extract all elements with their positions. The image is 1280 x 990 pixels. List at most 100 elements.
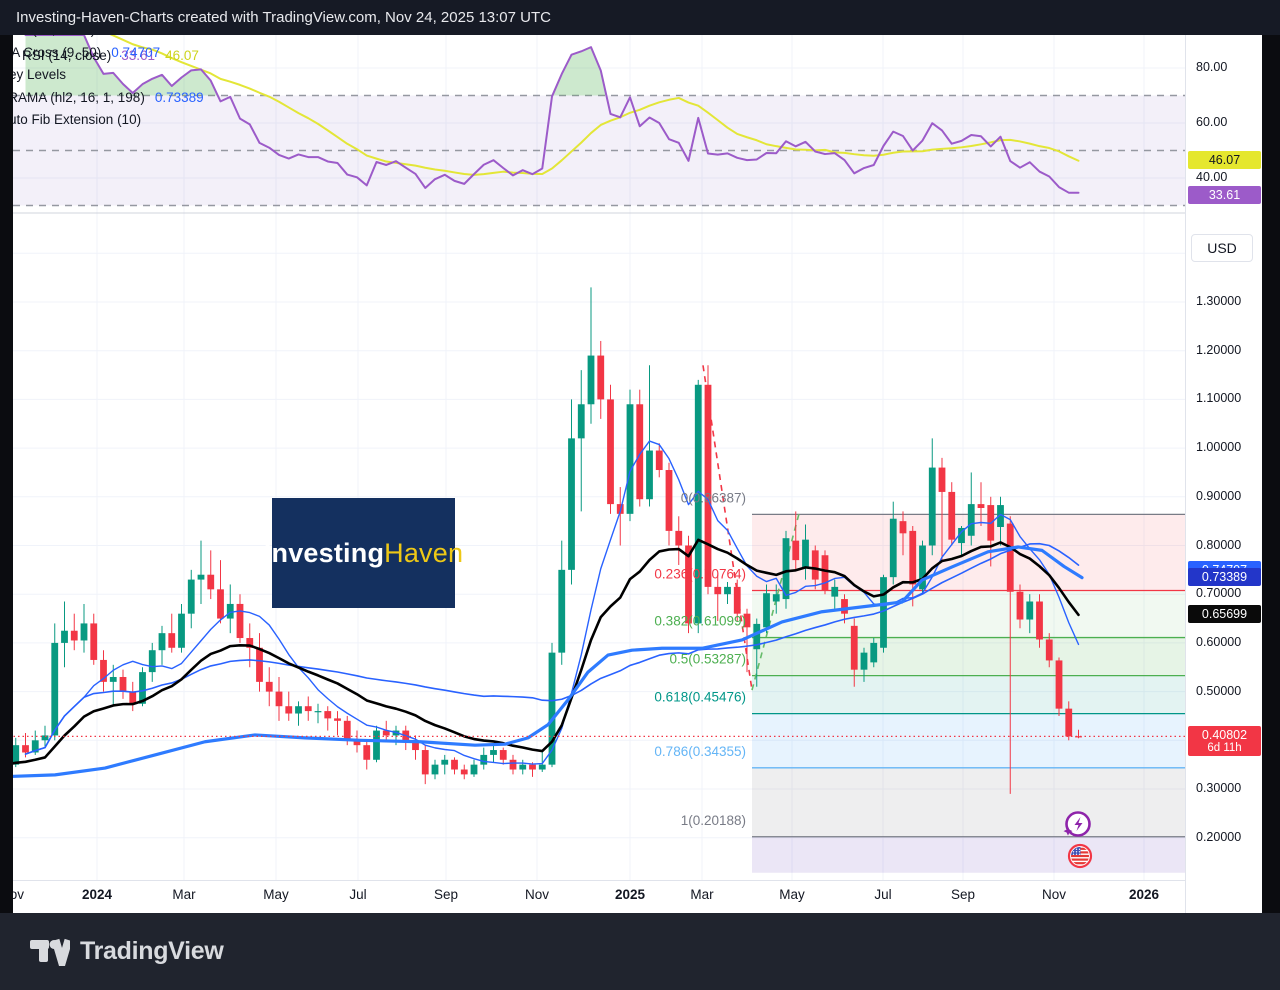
axis-tick: 1.10000 [1196, 391, 1242, 406]
candle [129, 681, 137, 712]
candle [743, 608, 751, 673]
time-axis[interactable]: Nov2024MarMayJulSepNov2025MarMayJulSepNo… [0, 880, 1185, 913]
candle [948, 482, 956, 546]
candle [597, 340, 605, 419]
candle [1006, 516, 1014, 794]
ema20-line [4, 538, 1080, 766]
candle [61, 601, 68, 668]
fib-band [752, 590, 1185, 638]
candle [451, 757, 458, 775]
candle [119, 669, 127, 699]
candle [256, 633, 263, 692]
candle [685, 535, 692, 634]
candle [831, 579, 839, 609]
chart-title: Investing-Haven-Charts created with Trad… [16, 9, 551, 26]
candle [490, 745, 497, 763]
ma-fast-line [24, 440, 1080, 765]
candle [178, 603, 185, 653]
candle [168, 613, 176, 653]
watermark-part1: Investing [263, 537, 385, 568]
bottom-brand-bar: TradingView [0, 913, 1280, 990]
axis-tick: 0.70000 [1196, 586, 1242, 601]
candle [997, 496, 1004, 546]
rsi-overbought-fill [25, 35, 218, 96]
investinghaven-watermark: Investing Haven [264, 498, 463, 608]
candle [217, 560, 224, 624]
price-chart-canvas[interactable]: 0(0.86387) 0.236(0.70764) 0.382(0.61099) 0.… [0, 35, 1185, 913]
candle [187, 569, 195, 629]
candle [821, 550, 829, 595]
candle [460, 764, 468, 780]
axis-tick: 60.00 [1196, 115, 1228, 129]
time-axis-label: Sep [950, 887, 976, 902]
candle [334, 711, 341, 736]
indicator-row[interactable]: FRAMA (hl2, 16, 1, 198) 0.73389 [0, 90, 204, 105]
candle [919, 540, 926, 595]
candle [226, 584, 234, 634]
candle [958, 526, 965, 556]
currency-toggle-button[interactable]: USD [1191, 234, 1253, 262]
time-axis-label: Jul [349, 887, 367, 902]
candle [938, 457, 946, 563]
candle [100, 650, 107, 692]
fib-level-label: 0.5(0.53287) [669, 652, 746, 667]
us-flag-event-icon[interactable] [1067, 843, 1093, 869]
indicator-row[interactable]: Key Levels [0, 67, 66, 82]
candle [470, 759, 478, 777]
lightning-event-icon[interactable] [1063, 811, 1091, 837]
candle [928, 438, 936, 556]
candle [109, 664, 117, 707]
candle [694, 379, 702, 634]
fib-band [752, 767, 1185, 837]
current-price-badge: 0.40802 6d 11h [1188, 726, 1261, 757]
time-axis-label: Mar [690, 887, 714, 902]
candle [421, 745, 429, 785]
fib-level-label: 0.618(0.45476) [654, 690, 746, 705]
left-edge-strip [0, 35, 13, 913]
candle [1016, 584, 1024, 629]
candle [1026, 594, 1034, 634]
candle [197, 540, 205, 604]
axis-tick: 0.30000 [1196, 781, 1242, 795]
candle [899, 511, 907, 556]
candle [967, 472, 975, 546]
candle [90, 613, 98, 665]
candle [499, 747, 507, 765]
indicator-row[interactable]: MA Cross (9, 50) 0.74707 [0, 45, 160, 60]
candle [548, 642, 556, 768]
candle [792, 511, 800, 570]
axis-tick: 0.50000 [1196, 683, 1242, 698]
chart-title-bar: Investing-Haven-Charts created with Trad… [0, 0, 1280, 35]
candle [870, 638, 878, 668]
candle [158, 625, 166, 665]
frama-line [0, 545, 1084, 779]
candle [587, 287, 595, 424]
rsi-axis-badge: 33.61 [1188, 185, 1261, 204]
candle [646, 365, 653, 507]
candle [441, 754, 449, 775]
axis-tick: 1.30000 [1196, 294, 1242, 308]
candle [577, 370, 585, 512]
fib-band [752, 637, 1185, 676]
fib-level-label: 0.382(0.61099) [654, 614, 746, 629]
candle [772, 584, 780, 614]
candle [763, 584, 770, 634]
time-axis-label: May [779, 887, 805, 902]
candle [480, 747, 488, 770]
candle [509, 754, 517, 775]
tradingview-brand-text: TradingView [80, 937, 224, 965]
fib-band [752, 836, 1185, 873]
candle [909, 526, 917, 607]
time-axis-label: May [263, 887, 289, 902]
rsi-indicator-name: RSI (14, close) [22, 48, 112, 63]
rsi-axis-badge: 46.07 [1188, 151, 1261, 170]
time-axis-label: Jul [874, 887, 892, 902]
indicator-row[interactable]: Auto Fib Extension (10) [0, 112, 141, 127]
candle [304, 696, 312, 721]
candle [295, 701, 302, 726]
indicator-name: Auto Fib Extension (10) [0, 112, 142, 127]
time-axis-label: Sep [433, 887, 459, 902]
candle [275, 676, 283, 721]
fib-band [752, 713, 1185, 768]
rsi-legend[interactable]: RSI (14, close) 33.61 46.07 [22, 48, 199, 63]
